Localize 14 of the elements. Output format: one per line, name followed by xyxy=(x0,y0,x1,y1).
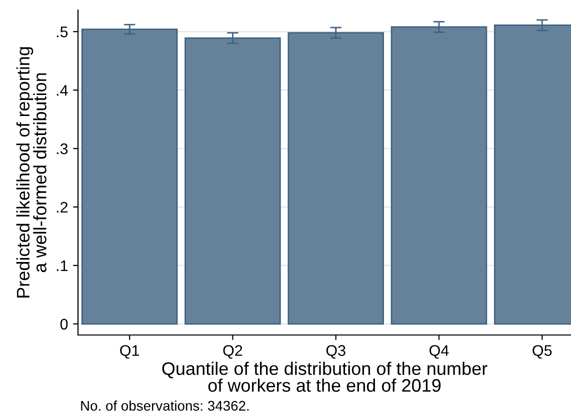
x-tick-label: Q2 xyxy=(223,345,242,359)
y-tick-label: .2 xyxy=(56,202,68,213)
x-tick-label: Q4 xyxy=(430,345,449,359)
x-tick-label: Q5 xyxy=(532,345,552,359)
x-axis-title: Quantile of the distribution of the number of workers at the end of 2019 xyxy=(162,362,488,392)
y-tick-label: .5 xyxy=(56,26,68,38)
y-tick-label: 0 xyxy=(60,318,68,330)
text: No. of observations: 34362. xyxy=(81,400,249,411)
y-tick-label: .4 xyxy=(56,85,68,96)
x-tick-label: Q3 xyxy=(326,345,346,359)
x-tick-label: Q1 xyxy=(120,345,140,359)
y-axis-title: Predicted likelihood of reporting a well-formed distribution xyxy=(16,47,46,298)
y-tick-label: .1 xyxy=(56,260,68,271)
y-tick-label: .3 xyxy=(56,143,68,154)
